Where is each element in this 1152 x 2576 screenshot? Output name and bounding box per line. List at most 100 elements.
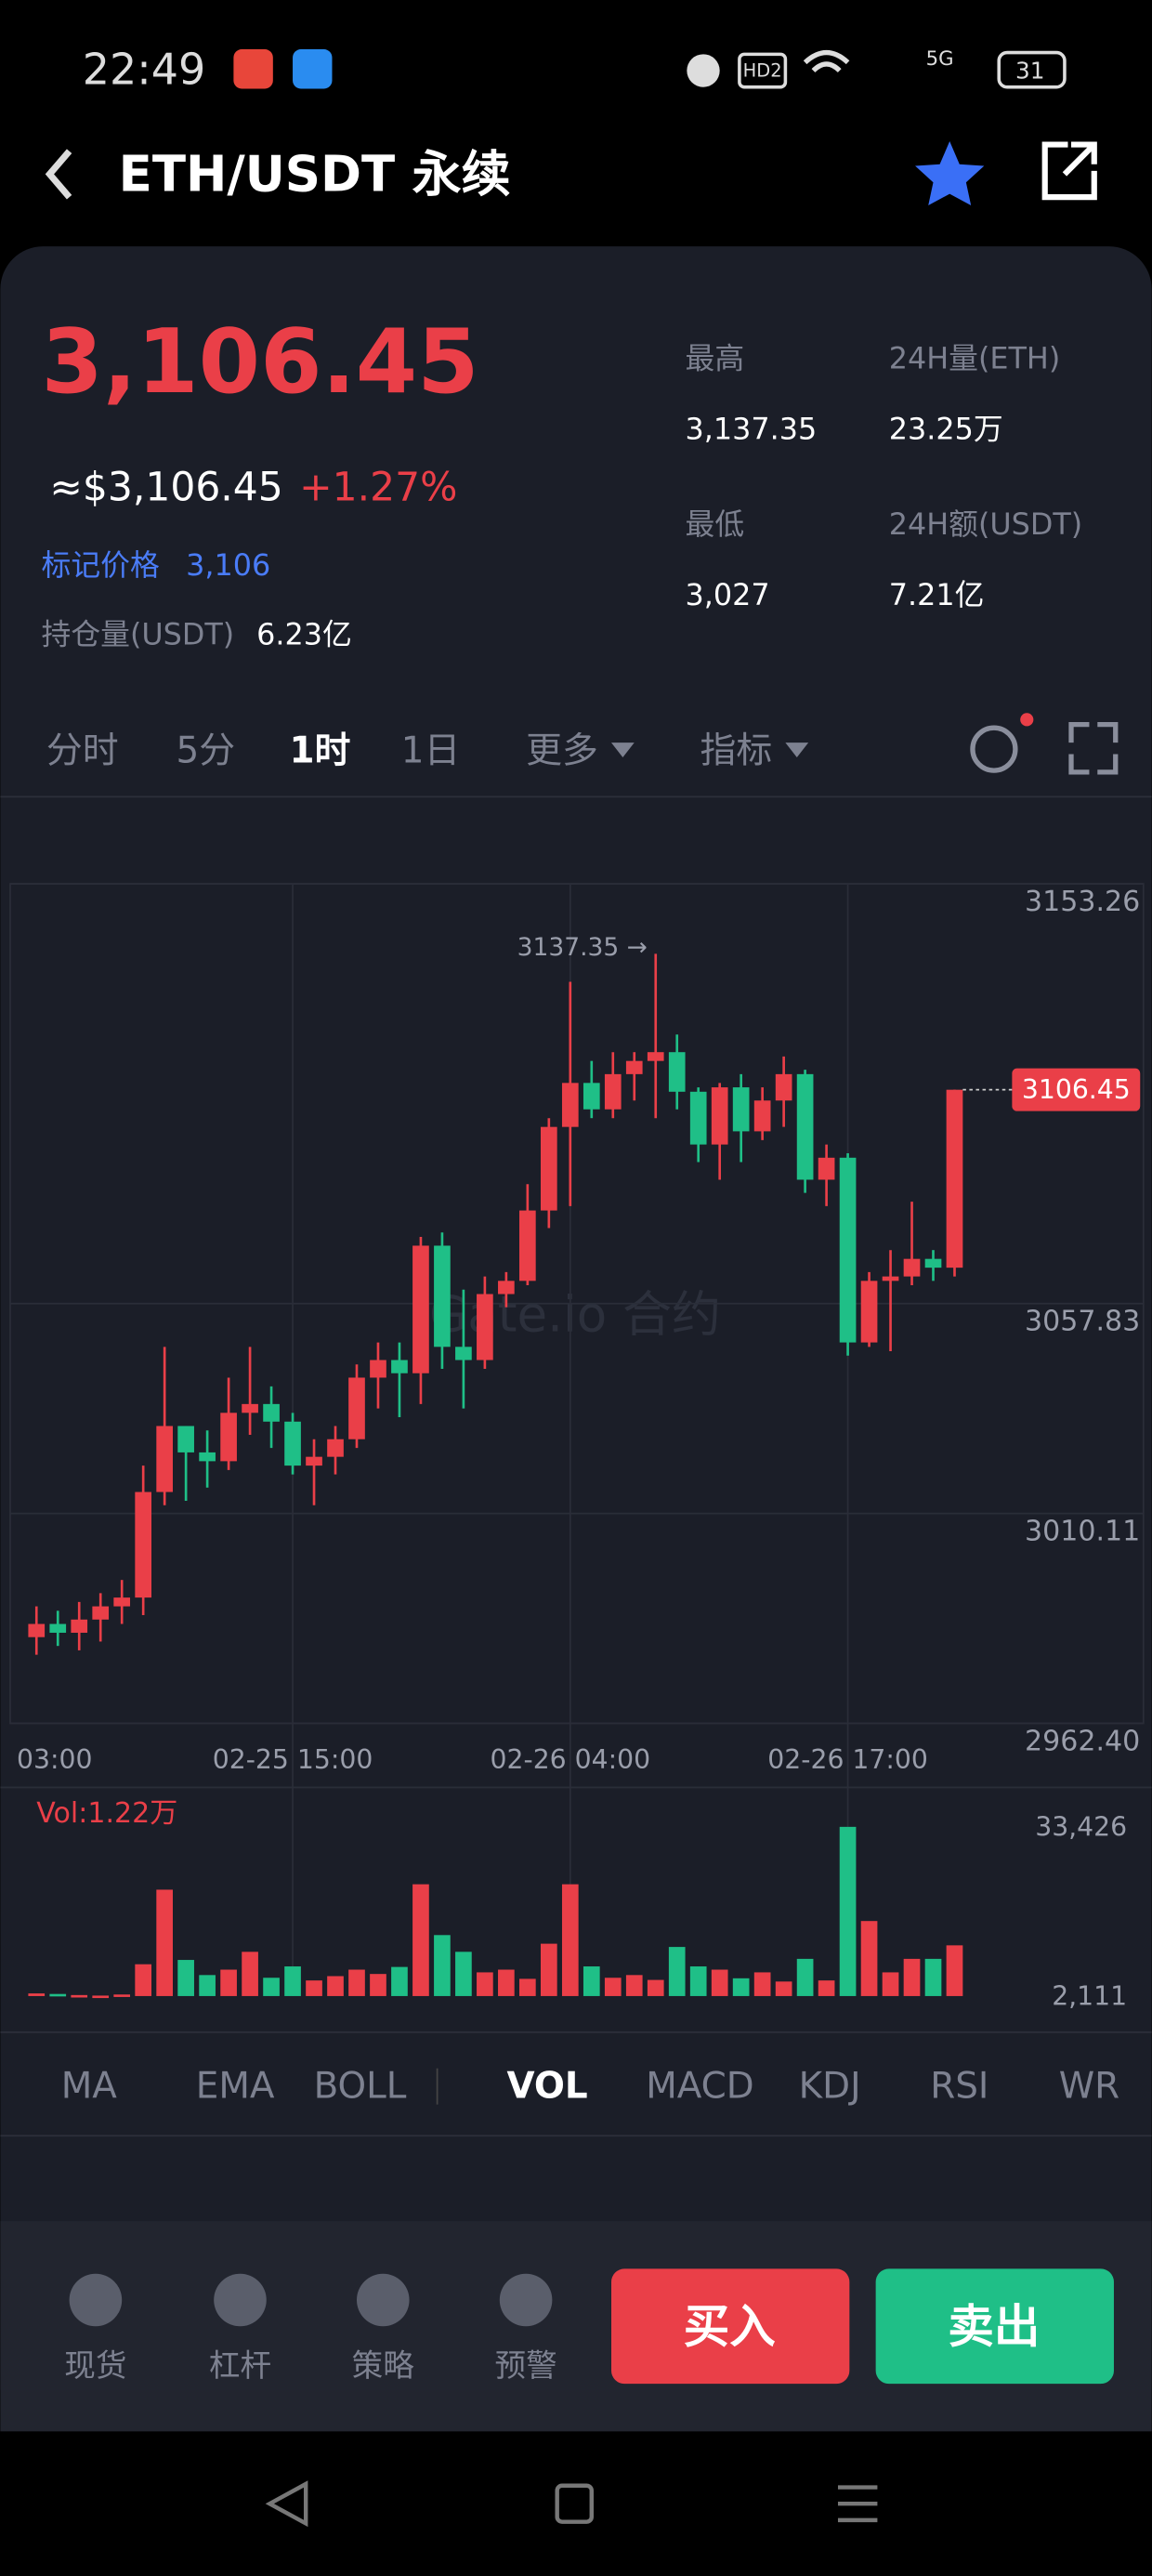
volume-bar [135,1964,152,1996]
volume-bar [49,1993,67,1997]
volume-bar [477,1972,493,1996]
candle-body [28,1623,46,1637]
indicator-tab[interactable]: RSI [930,2066,988,2108]
timeframe-tab[interactable]: 更多 [526,729,598,771]
fullscreen-icon[interactable] [1068,721,1119,775]
indicator-tab[interactable]: EMA [196,2066,275,2108]
volume-bar [391,1966,408,1996]
last-price: 3,106.45 [42,309,479,414]
timeframe-tab[interactable]: 分时 [46,729,119,771]
candle-body [732,1087,750,1132]
candle-body [604,1073,622,1110]
sell-label[interactable]: 卖出 [948,2299,1040,2353]
candle-body [689,1091,707,1145]
candle-body [220,1413,237,1462]
candle-body [327,1439,344,1457]
timeframe-tab[interactable]: 1时 [290,729,351,771]
hd-icon [738,52,788,89]
candle-body [796,1073,814,1180]
candle-body [753,1100,771,1132]
candle-body [519,1210,536,1281]
panel [0,246,1152,2432]
dropdown-arrow [785,743,809,757]
volume-bar [924,1958,942,1996]
timeframe-tab[interactable]: 1日 [401,729,461,771]
x-tick-label: 02-25 15:00 [213,1744,373,1775]
stat-label: 最高 [686,340,745,375]
indicator-tab[interactable]: MACD [646,2066,754,2108]
nav-label[interactable]: 杠杆 [209,2347,271,2384]
volume-bar [306,1980,322,1996]
nav-menu[interactable] [837,2485,878,2523]
volume-bar [839,1826,857,1996]
volume-bar [753,1972,771,1996]
volume-bar [732,1978,750,1996]
nav-label[interactable]: 策略 [352,2347,415,2384]
nav-label[interactable]: 现货 [64,2347,126,2384]
candle-body [860,1281,878,1343]
favorite-star[interactable] [915,141,985,205]
candle-body [242,1403,258,1413]
nav-back[interactable] [265,2480,308,2528]
system-nav [0,2431,1152,2576]
timeframe-tab[interactable]: 5分 [177,729,236,771]
indicator-tab[interactable]: BOLL [314,2066,407,2108]
buy-button[interactable] [611,2268,850,2385]
alarm-icon [687,54,720,87]
nav-icon[interactable] [214,2273,267,2327]
candle-body [625,1060,643,1074]
candle-body [455,1347,472,1360]
stat-value: 7.21亿 [889,577,985,612]
volume-bar [561,1884,579,1996]
nav-home[interactable] [555,2483,595,2524]
volume-label: Vol:1.22万 [36,1797,177,1830]
candle-body [199,1452,216,1462]
volume-bar [370,1974,386,1996]
volume-bar [604,1978,622,1996]
candle-body [775,1073,792,1101]
timeframe-tab[interactable]: 指标 [700,729,772,771]
app-icon [293,49,333,89]
indicator-tab[interactable]: VOL [506,2066,587,2108]
nav-icon[interactable] [356,2273,410,2327]
candle-body [818,1157,835,1180]
volume-bar [263,1978,280,1996]
candle-body [177,1426,194,1452]
buy-label[interactable]: 买入 [684,2299,776,2353]
indicator-tab[interactable]: KDJ [799,2066,861,2108]
indicator-tab[interactable]: MA [61,2066,118,2108]
stat-label: 24H量(ETH) [889,340,1061,375]
back-button[interactable] [45,149,72,200]
app-icon [233,49,273,89]
volume-bar [882,1972,899,1996]
candle-body [540,1126,557,1211]
volume-bar [540,1943,557,1996]
volume-bar [625,1975,643,1996]
nav-icon[interactable] [499,2273,553,2327]
network: 5G [926,47,954,71]
settings-icon[interactable] [970,725,1018,773]
volume-bar [689,1966,707,1996]
page-title[interactable]: ETH/USDT 永续 [119,145,511,203]
sell-button[interactable] [875,2268,1114,2385]
volume-bar [327,1976,344,1996]
nav-icon[interactable] [69,2273,123,2327]
candle-body [135,1492,152,1598]
y-tick-label: 2962.40 [1025,1725,1140,1757]
candle-body [49,1623,67,1633]
open-interest-label: 持仓量(USDT) [42,616,235,651]
wifi-icon [803,49,850,72]
volume-bar [711,1969,728,1996]
share-icon[interactable] [1041,141,1097,201]
volume-tick-label: 33,426 [1035,1811,1127,1842]
volume-bar [647,1979,664,1996]
volume-bar [519,1978,536,1996]
volume-bar [583,1966,600,1996]
indicator-tab[interactable]: WR [1059,2066,1119,2108]
volume-bar [71,1994,88,1998]
volume-bar [818,1980,835,1996]
volume-bar [775,1981,792,1996]
nav-label[interactable]: 预警 [494,2347,556,2384]
